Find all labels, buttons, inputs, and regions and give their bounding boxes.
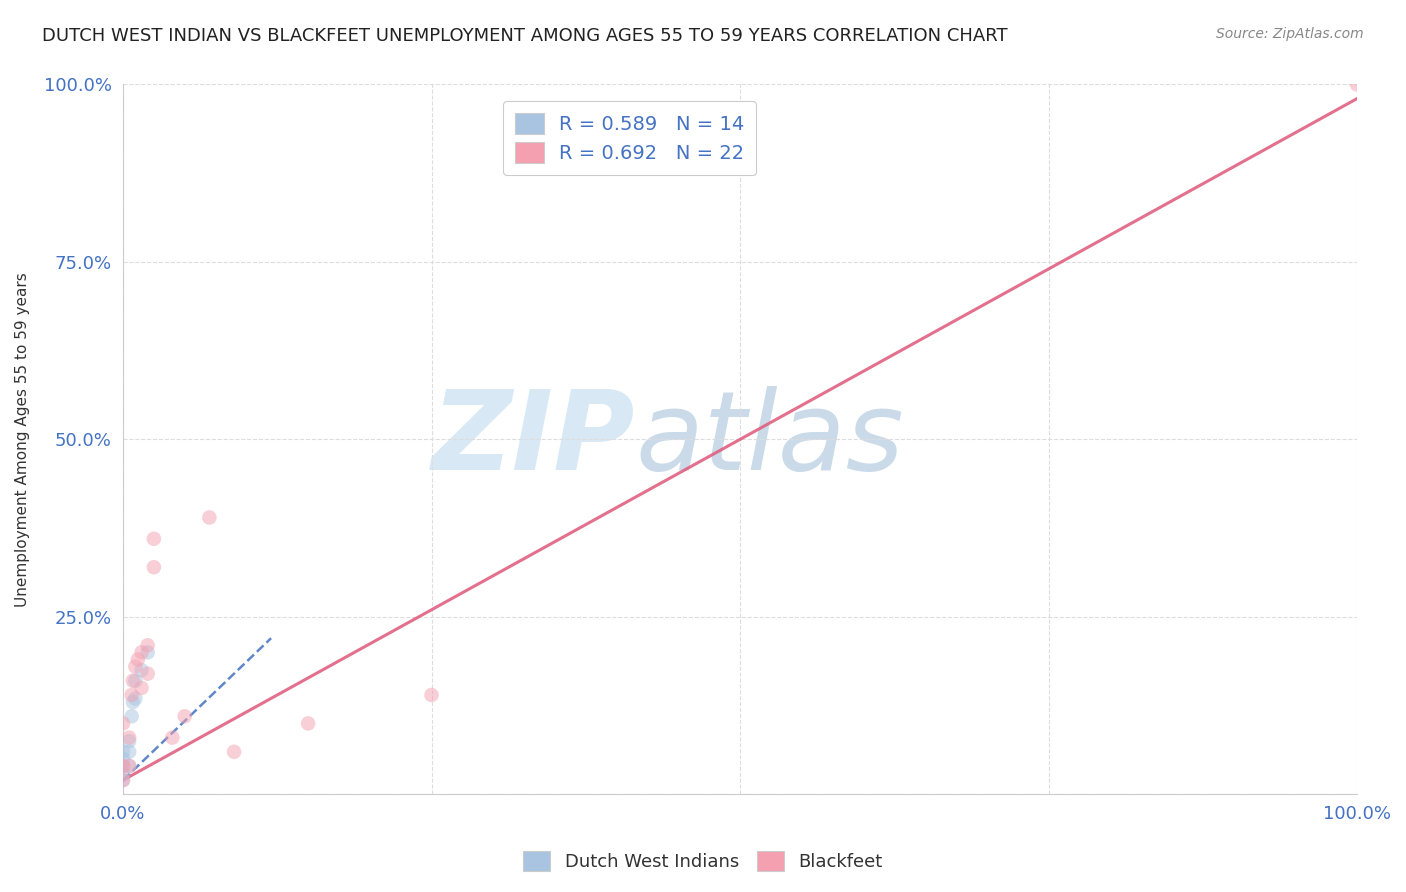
Point bbox=[222, 745, 245, 759]
Point bbox=[118, 734, 141, 748]
Point bbox=[111, 759, 134, 773]
Point bbox=[142, 532, 165, 546]
Point bbox=[111, 752, 134, 766]
Text: DUTCH WEST INDIAN VS BLACKFEET UNEMPLOYMENT AMONG AGES 55 TO 59 YEARS CORRELATIO: DUTCH WEST INDIAN VS BLACKFEET UNEMPLOYM… bbox=[42, 27, 1008, 45]
Point bbox=[173, 709, 195, 723]
Point bbox=[136, 645, 159, 659]
Legend: R = 0.589   N = 14, R = 0.692   N = 22: R = 0.589 N = 14, R = 0.692 N = 22 bbox=[503, 102, 756, 175]
Point bbox=[121, 688, 143, 702]
Y-axis label: Unemployment Among Ages 55 to 59 years: Unemployment Among Ages 55 to 59 years bbox=[15, 272, 30, 607]
Text: ZIP: ZIP bbox=[432, 386, 636, 493]
Point bbox=[127, 652, 149, 666]
Point bbox=[118, 731, 141, 745]
Point bbox=[118, 759, 141, 773]
Point bbox=[111, 766, 134, 780]
Point bbox=[124, 691, 146, 706]
Point bbox=[122, 695, 145, 709]
Legend: Dutch West Indians, Blackfeet: Dutch West Indians, Blackfeet bbox=[516, 844, 890, 879]
Point bbox=[297, 716, 319, 731]
Point bbox=[118, 745, 141, 759]
Point bbox=[420, 688, 443, 702]
Point bbox=[131, 681, 153, 695]
Point bbox=[136, 638, 159, 652]
Point bbox=[131, 645, 153, 659]
Point bbox=[118, 759, 141, 773]
Text: atlas: atlas bbox=[636, 386, 904, 493]
Point bbox=[198, 510, 221, 524]
Text: Source: ZipAtlas.com: Source: ZipAtlas.com bbox=[1216, 27, 1364, 41]
Point bbox=[1346, 78, 1368, 92]
Point bbox=[111, 716, 134, 731]
Point bbox=[121, 709, 143, 723]
Point bbox=[131, 663, 153, 677]
Point bbox=[122, 673, 145, 688]
Point bbox=[142, 560, 165, 574]
Point bbox=[136, 666, 159, 681]
Point bbox=[162, 731, 184, 745]
Point bbox=[124, 673, 146, 688]
Point bbox=[124, 659, 146, 673]
Point bbox=[111, 773, 134, 788]
Point bbox=[111, 773, 134, 788]
Point bbox=[111, 745, 134, 759]
Point bbox=[111, 759, 134, 773]
